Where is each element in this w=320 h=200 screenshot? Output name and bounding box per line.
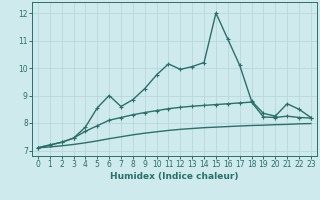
X-axis label: Humidex (Indice chaleur): Humidex (Indice chaleur): [110, 172, 239, 181]
